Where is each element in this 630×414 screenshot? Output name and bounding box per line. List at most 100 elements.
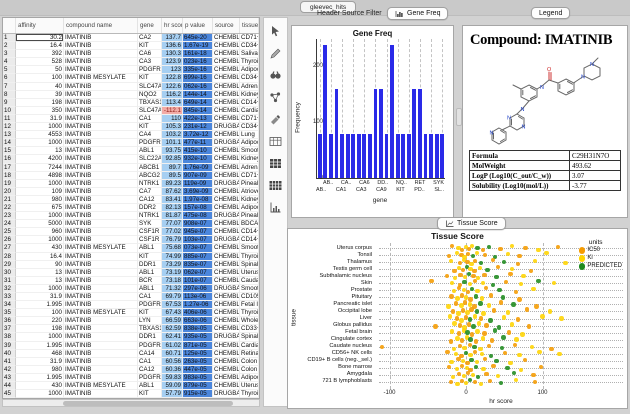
cell-hrscore[interactable]: 73.29 — [162, 260, 183, 269]
cell-compound[interactable]: IMATINIB — [64, 147, 138, 156]
cell-affinity[interactable]: 50 — [16, 66, 64, 75]
scatter-point[interactable] — [511, 370, 517, 376]
scatter-point[interactable] — [487, 378, 492, 384]
cell-pvalue[interactable]: 935e-05 — [183, 333, 213, 342]
scrollbar-thumb[interactable] — [63, 401, 233, 406]
cell-pvalue[interactable]: 932e-10 — [183, 155, 213, 164]
gene-bar[interactable] — [390, 44, 395, 178]
gene-bar[interactable] — [406, 133, 411, 178]
table-row[interactable]: 381000IMATINIBDDR162.41935e-05DRUGBANSpi… — [3, 333, 259, 342]
cell-pvalue[interactable]: 645e-20 — [183, 34, 213, 43]
cell-source[interactable]: CHEMBL — [213, 58, 240, 67]
gene-bar[interactable] — [329, 133, 333, 178]
scatter-point[interactable] — [479, 316, 484, 321]
cell-affinity[interactable]: 1.995 — [16, 373, 64, 383]
cell-compound[interactable]: IMATINIB — [64, 42, 138, 51]
cell-compound[interactable]: IMATINIB — [64, 212, 138, 221]
scatter-point[interactable] — [463, 275, 468, 280]
scatter-point[interactable] — [536, 247, 541, 253]
scatter-point[interactable] — [446, 253, 452, 259]
cell-rownum[interactable]: 14 — [3, 139, 16, 148]
cell-compound[interactable]: IMATINIB — [64, 365, 138, 374]
cell-hrscore[interactable]: 110 — [162, 114, 183, 124]
cell-pvalue[interactable]: 073e-07 — [183, 244, 213, 253]
scatter-point[interactable] — [454, 366, 459, 372]
cell-tissue[interactable]: CD34+ — [240, 42, 259, 51]
scatter-point[interactable] — [453, 351, 459, 356]
scatter-point[interactable] — [475, 289, 480, 294]
cell-tissue[interactable]: Spinal c — [240, 260, 259, 269]
scatter-point[interactable] — [459, 247, 465, 253]
cell-hrscore[interactable]: 89.7 — [162, 163, 183, 172]
cell-pvalue[interactable]: 983e-05 — [183, 373, 213, 383]
cell-affinity[interactable]: 468 — [16, 349, 64, 358]
scatter-point[interactable] — [474, 309, 479, 314]
gene-bar[interactable] — [418, 89, 422, 178]
scatter-point[interactable] — [472, 314, 478, 319]
cell-source[interactable]: DRUGBAN — [213, 236, 240, 245]
scatter-point[interactable] — [470, 372, 476, 378]
cell-tissue[interactable]: CD14+ — [240, 228, 259, 237]
cell-rownum[interactable]: 18 — [3, 171, 16, 180]
scatter-point[interactable] — [563, 260, 568, 266]
cell-source[interactable]: CHEMBL — [213, 349, 240, 358]
cell-tissue[interactable]: Adipocy — [240, 373, 259, 383]
cell-pvalue[interactable]: 649e-14 — [183, 98, 213, 107]
cell-hrscore[interactable]: 122.6 — [162, 82, 183, 91]
cell-source[interactable]: CHEMBL — [213, 42, 240, 51]
cell-gene[interactable]: CA6 — [138, 50, 162, 59]
scatter-point[interactable] — [503, 280, 508, 285]
cell-compound[interactable]: IMATINIB — [64, 98, 138, 107]
scatter-point[interactable] — [469, 332, 475, 337]
cell-source[interactable]: DRUGBAN — [213, 390, 240, 398]
cell-affinity[interactable]: 13 — [16, 268, 64, 277]
cell-source[interactable]: CHEMBL — [213, 382, 240, 391]
cell-compound[interactable]: IMATINIB MESYLATE — [64, 309, 138, 318]
scatter-point[interactable] — [459, 318, 464, 323]
cell-tissue[interactable]: Whole b — [240, 317, 259, 326]
scatter-point[interactable] — [467, 317, 473, 322]
cell-pvalue[interactable]: 062e-07 — [183, 268, 213, 277]
chart-icon[interactable] — [267, 199, 284, 216]
cell-tissue[interactable]: Adipocy — [240, 203, 259, 213]
cell-rownum[interactable]: 26 — [3, 236, 16, 245]
scatter-point[interactable] — [509, 243, 515, 249]
cell-gene[interactable]: SYK — [138, 220, 162, 229]
cell-rownum[interactable]: 33 — [3, 293, 16, 302]
cell-tissue[interactable]: Smooth — [240, 284, 259, 293]
cell-rownum[interactable]: 23 — [3, 212, 16, 221]
scatter-point[interactable] — [461, 373, 466, 379]
cell-gene[interactable]: CA2 — [138, 34, 162, 43]
cell-hrscore[interactable]: 83.41 — [162, 195, 183, 204]
scatter-point[interactable] — [459, 303, 464, 308]
scatter-point[interactable] — [470, 253, 476, 259]
cell-compound[interactable]: IMATINIB — [64, 106, 138, 115]
scatter-point[interactable] — [379, 344, 385, 349]
scatter-point[interactable] — [476, 374, 481, 380]
cell-pvalue[interactable]: 062e-16 — [183, 82, 213, 91]
cell-pvalue[interactable]: 161e-18 — [183, 50, 213, 59]
cell-gene[interactable]: BCR — [138, 276, 162, 285]
cell-tissue[interactable]: Adrenal — [240, 82, 259, 91]
gene-bar[interactable] — [373, 89, 378, 178]
cell-rownum[interactable]: 22 — [3, 203, 16, 213]
cell-hrscore[interactable]: 77.02 — [162, 228, 183, 237]
scatter-point[interactable] — [502, 259, 507, 265]
cell-source[interactable]: CHEMBL — [213, 260, 240, 269]
cell-gene[interactable]: ABL1 — [138, 382, 162, 391]
scatter-point[interactable] — [462, 254, 467, 260]
cell-source[interactable]: CHEMBL — [213, 365, 240, 374]
scatter-point[interactable] — [466, 251, 471, 257]
molecule-icon[interactable] — [267, 89, 284, 106]
cell-tissue[interactable]: Cardiac — [240, 341, 259, 350]
table-horizontal-scrollbar[interactable] — [2, 399, 260, 407]
marker-icon[interactable] — [267, 111, 284, 128]
table-row[interactable]: 550IMATINIBPDGFRB123335e-16CHEMBLAdipocy — [3, 66, 259, 75]
scatter-point[interactable] — [456, 371, 462, 377]
cell-affinity[interactable]: 1000 — [16, 333, 64, 342]
cell-rownum[interactable]: 10 — [3, 106, 16, 115]
cell-rownum[interactable]: 32 — [3, 284, 16, 293]
cell-pvalue[interactable]: 3.72e-12 — [183, 131, 213, 140]
scatter-point[interactable] — [456, 311, 461, 316]
cell-rownum[interactable]: 16 — [3, 155, 16, 164]
